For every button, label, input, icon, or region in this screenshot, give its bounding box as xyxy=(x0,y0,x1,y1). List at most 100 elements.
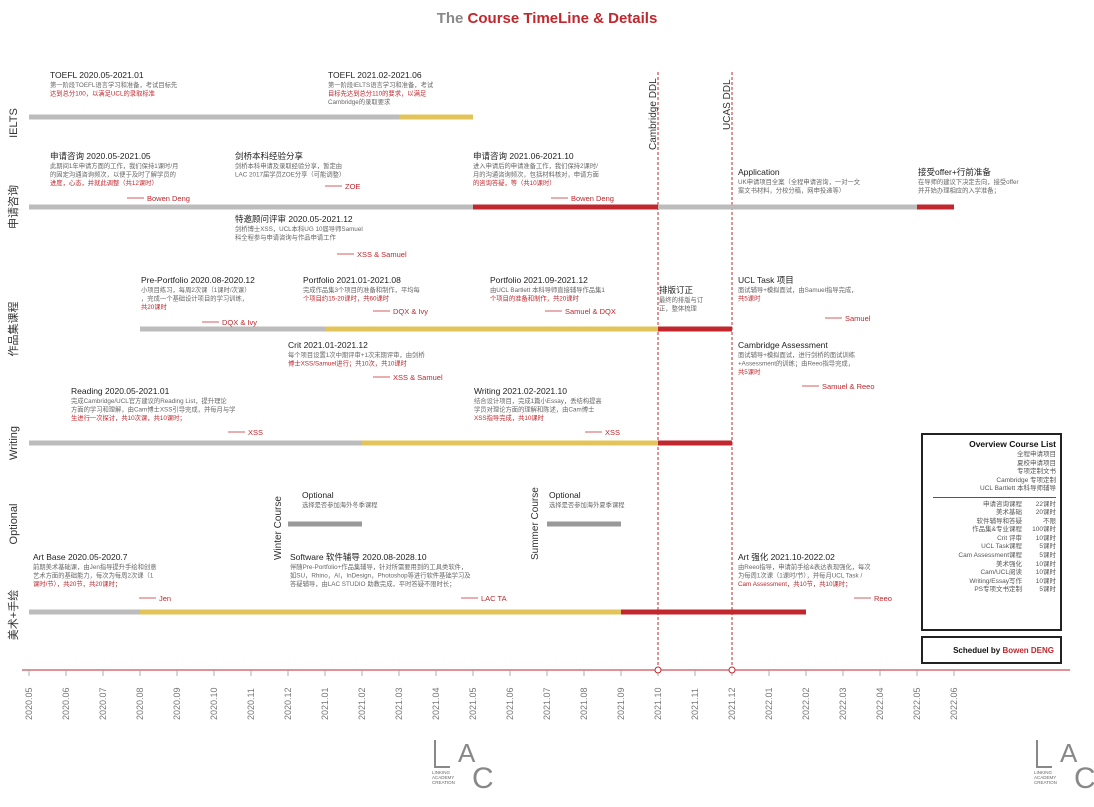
logo-text-line: ACADEMY xyxy=(432,775,455,780)
overview-item-value: 5课时 xyxy=(1039,586,1056,594)
overview-item: 美术基础 20课时 xyxy=(923,509,1060,518)
note-line: 方面的学习和理解，由Cam博士XSS引导完成，并每月与学 xyxy=(71,405,235,414)
title-part2: Course TimeLine & Details xyxy=(467,10,658,27)
note-line: Cambridge的录取要求 xyxy=(328,97,391,106)
note-instructor: Bowen Deng xyxy=(571,194,614,203)
deadline-label: Cambridge DDL xyxy=(648,78,659,150)
note-line: 完成Cambridge/UCL官方建议的Reading List，提升理论 xyxy=(71,396,227,405)
overview-panel: Overview Course List 全程申请项目 夏校申请项目 专项定制文书 C… xyxy=(921,433,1062,631)
x-tick-label: 2022.02 xyxy=(801,687,811,720)
note-instructor: ZOE xyxy=(345,182,360,191)
side-label: Summer Course xyxy=(530,487,541,560)
timeline-segment xyxy=(362,440,658,446)
note-title: 申请咨询 2021.06-2021.10 xyxy=(473,151,574,161)
x-tick-label: 2020.11 xyxy=(246,688,256,720)
logo-text-line: ACADEMY xyxy=(1034,775,1057,780)
overview-item-value: 10课时 xyxy=(1035,577,1056,585)
timeline-segment xyxy=(399,114,473,120)
overview-item-name: Cam/UCL阅读 xyxy=(980,569,1022,577)
overview-item-value: 100课时 xyxy=(1032,526,1056,534)
x-tick-label: 2022.06 xyxy=(949,687,959,720)
row-label: 作品集课程 xyxy=(6,302,20,357)
note-instructor: XSS xyxy=(248,428,263,437)
logo-text-line: LINKING xyxy=(1034,770,1053,775)
note-title: UCL Task 项目 xyxy=(738,275,794,285)
x-tick-label: 2021.12 xyxy=(727,687,737,720)
overview-item-value: 22课时 xyxy=(1035,500,1056,508)
timeline-segment xyxy=(29,204,473,210)
note-line: 由Reeo指导，申请前手绘&表达表现强化，每次 xyxy=(738,562,871,571)
overview-item-name: 美术基础 xyxy=(996,509,1022,517)
overview-intro: 全程申请项目 夏校申请项目 专项定制文书 Cambridge 专项定制 UCL Bart… xyxy=(923,451,1060,494)
x-tick-label: 2021.08 xyxy=(579,687,589,720)
timeline-segment xyxy=(621,609,806,615)
overview-item: 软件辅导和答疑 不限 xyxy=(923,518,1060,527)
note-title: Reading 2020.05-2021.01 xyxy=(71,386,170,396)
note-line: Cam Assessment，共10节，共10课时； xyxy=(738,579,851,588)
x-tick-label: 2020.07 xyxy=(98,687,108,720)
logo-text: LINKING ACADEMY CREATION xyxy=(432,770,455,785)
overview-intro-line: 专项定制文书 xyxy=(1017,468,1056,475)
overview-items: 申请咨询课程 22课时 美术基础 20课时 软件辅导和答疑 不限 作品集&专业课程 100课时… xyxy=(923,501,1060,596)
deadline-label: UCAS DDL xyxy=(722,79,733,130)
note-instructor: LAC TA xyxy=(481,594,507,603)
note-instructor: DQX & Ivy xyxy=(393,307,428,316)
overview-item-name: Writing/Essay写作 xyxy=(969,577,1022,585)
note-title: Optional xyxy=(302,490,334,500)
x-tick-label: 2020.06 xyxy=(61,687,71,720)
note-line: 艺术方面的基础能力，每次为每周2次课（1 xyxy=(33,571,154,580)
note-title: Cambridge Assessment xyxy=(738,340,828,350)
note-line: 剑桥本科申请及录取经验分享，暂定由 xyxy=(235,161,342,170)
overview-item: Cam Assessment课程 5课时 xyxy=(923,552,1060,561)
overview-item: UCL Task课程 5课时 xyxy=(923,543,1060,552)
note-line: 第一阶段IELTS语言学习和准备，考试 xyxy=(328,80,434,89)
note-line: 博士XSS/Samuel进行；共10次，共10课时 xyxy=(288,359,408,368)
note-title: Art Base 2020.05-2020.7 xyxy=(33,552,128,562)
timeline-segment xyxy=(658,440,732,446)
overview-item-value: 10课时 xyxy=(1035,534,1056,542)
title-part1: The xyxy=(436,10,468,27)
note-instructor: XSS & Samuel xyxy=(393,373,443,382)
overview-item-name: PS专项文书定制 xyxy=(974,586,1022,594)
note-title: Application xyxy=(738,167,780,177)
overview-title: Overview Course List xyxy=(969,439,1056,449)
note-line: 剑桥博士XSS，UCL本科UG 10届导师Samuel xyxy=(235,224,363,233)
overview-item-value: 5课时 xyxy=(1039,543,1056,551)
note-line: 面试辅导+模拟面试，由Samuel指导完成， xyxy=(738,285,857,294)
timeline-segment xyxy=(325,326,658,332)
row-label: 美术+手绘 xyxy=(6,590,20,640)
timeline-segment xyxy=(917,204,954,210)
x-tick-label: 2021.07 xyxy=(542,687,552,720)
logo-text-line: CREATION xyxy=(1034,780,1057,785)
note-line: 选择是否参加海外冬季课程 xyxy=(302,500,378,509)
note-line: 每个项目设置1次中期评审+1次末期评审，由剑桥 xyxy=(288,350,425,359)
overview-item-name: 美术强化 xyxy=(996,560,1022,568)
note-line: 的咨询答疑，等（共10课时） xyxy=(473,178,556,187)
row-label: Optional xyxy=(8,504,20,545)
note-line: 个项目的准备和制作，共20课时 xyxy=(490,294,580,303)
overview-item-name: 申请咨询课程 xyxy=(983,500,1022,508)
note-title: Portfolio 2021.01-2021.08 xyxy=(303,275,401,285)
x-tick-label: 2022.05 xyxy=(912,687,922,720)
note-line: UK申请项目全案（全程申请咨询，一对一文 xyxy=(738,177,861,186)
overview-item-value: 10课时 xyxy=(1035,560,1056,568)
overview-intro-line: 全程申请项目 xyxy=(1017,451,1056,458)
x-tick-label: 2021.06 xyxy=(505,687,515,720)
note-line: 此期间1年申请方面的工作，我们保持1课时/月 xyxy=(50,161,178,170)
x-tick-label: 2020.12 xyxy=(283,687,293,720)
note-instructor: Reeo xyxy=(874,594,892,603)
note-line: 面试辅导+模拟面试，进行剑桥的面试训练 xyxy=(738,350,856,359)
timeline-segment xyxy=(288,521,362,527)
note-title: Optional xyxy=(549,490,581,500)
note-line: 进度，心态，并就此调整（共12课时） xyxy=(50,178,158,187)
overview-item: 美术强化 10课时 xyxy=(923,561,1060,570)
x-tick-label: 2021.02 xyxy=(357,687,367,720)
note-instructor: Jen xyxy=(159,594,171,603)
timeline-segment xyxy=(140,609,621,615)
side-label: Winter Course xyxy=(273,496,284,560)
x-tick-label: 2021.11 xyxy=(690,688,700,720)
note-line: 前期美术基础课，由Jen指导提升手绘和创意 xyxy=(33,562,157,571)
